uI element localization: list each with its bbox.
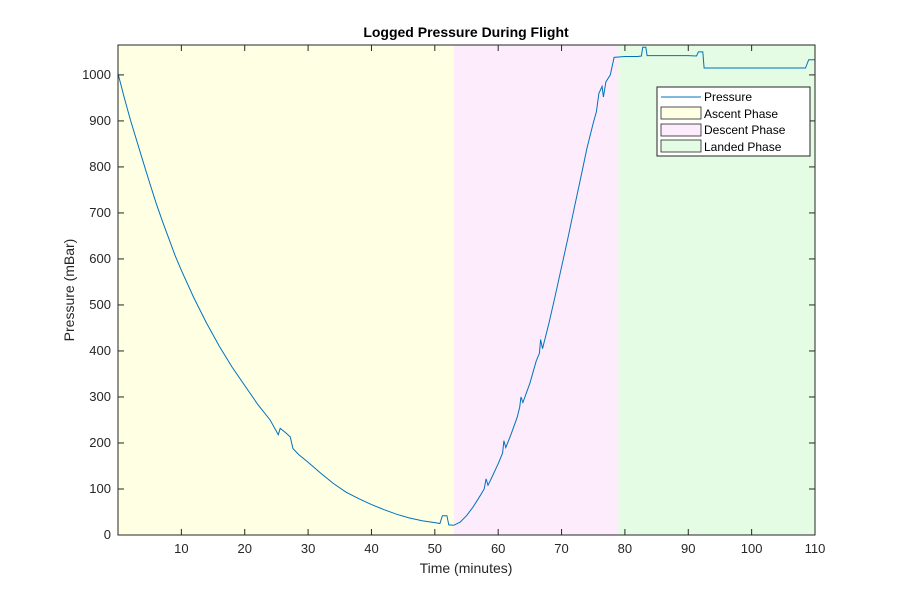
x-tick-label: 90: [681, 541, 695, 556]
y-tick-label: 200: [89, 435, 111, 450]
y-tick-label: 0: [104, 527, 111, 542]
x-tick-label: 10: [174, 541, 188, 556]
legend-swatch-descent: [660, 123, 702, 137]
phase-region-ascent: [118, 45, 454, 535]
phase-region-descent: [453, 45, 619, 535]
y-tick-label: 100: [89, 481, 111, 496]
x-tick-label: 60: [491, 541, 505, 556]
y-tick-label: 700: [89, 205, 111, 220]
x-tick-label: 110: [805, 541, 826, 556]
legend-swatch-ascent: [660, 106, 702, 120]
x-axis-label: Time (minutes): [420, 560, 513, 576]
legend-label-landed: Landed Phase: [704, 140, 782, 154]
legend-label-descent: Descent Phase: [704, 123, 786, 137]
y-axis-label: Pressure (mBar): [61, 239, 77, 342]
x-tick-label: 30: [301, 541, 315, 556]
y-tick-label: 500: [89, 297, 111, 312]
x-tick-label: 80: [618, 541, 632, 556]
y-tick-label: 400: [89, 343, 111, 358]
y-tick-label: 1000: [82, 67, 111, 82]
axes-frame: [117, 44, 816, 536]
x-tick-label: 70: [554, 541, 568, 556]
axis-ticks: 10 20 30 40 50 60 70 80 90 100 110 0 100 200 300 400 500…: [82, 45, 825, 556]
legend-label-pressure: Pressure: [704, 90, 752, 104]
series-layer: [117, 46, 815, 526]
x-tick-label: 40: [364, 541, 378, 556]
x-tick-label: 20: [237, 541, 251, 556]
series-line-pressure: [117, 46, 815, 526]
phase-regions: [118, 45, 815, 535]
x-tick-label: 50: [428, 541, 442, 556]
x-tick-label: 100: [741, 541, 763, 556]
chart-title: Logged Pressure During Flight: [363, 24, 569, 40]
legend-swatch-landed: [660, 139, 702, 153]
legend-label-ascent: Ascent Phase: [704, 107, 778, 121]
y-tick-label: 800: [89, 159, 111, 174]
legend: Pressure Ascent Phase Descent Phase Land…: [656, 86, 811, 157]
y-tick-label: 900: [89, 113, 111, 128]
y-tick-label: 300: [89, 389, 111, 404]
y-tick-label: 600: [89, 251, 111, 266]
